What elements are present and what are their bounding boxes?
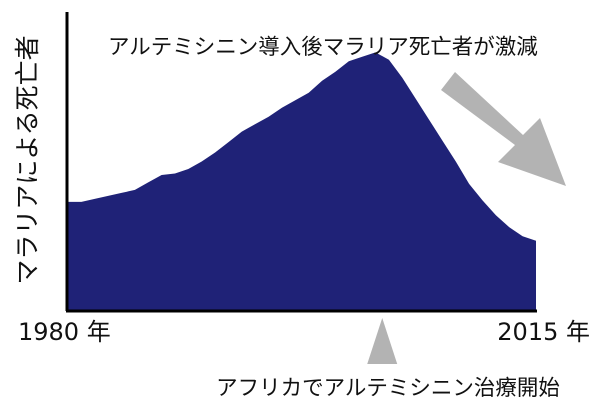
x-tick-label-end: 2015 年 xyxy=(497,318,590,346)
x-tick-label-start: 1980 年 xyxy=(18,318,111,346)
decline-arrow xyxy=(441,72,566,186)
start-annotation: アフリカでアルテミシニン治療開始 xyxy=(216,376,560,401)
series-area-0 xyxy=(68,52,536,312)
start-arrow xyxy=(367,318,398,364)
area-layer xyxy=(68,52,536,312)
y-axis-label: マラリアによる死亡者 xyxy=(13,35,42,284)
decline-annotation: アルテミシニン導入後マラリア死亡者が激減 xyxy=(108,35,538,60)
